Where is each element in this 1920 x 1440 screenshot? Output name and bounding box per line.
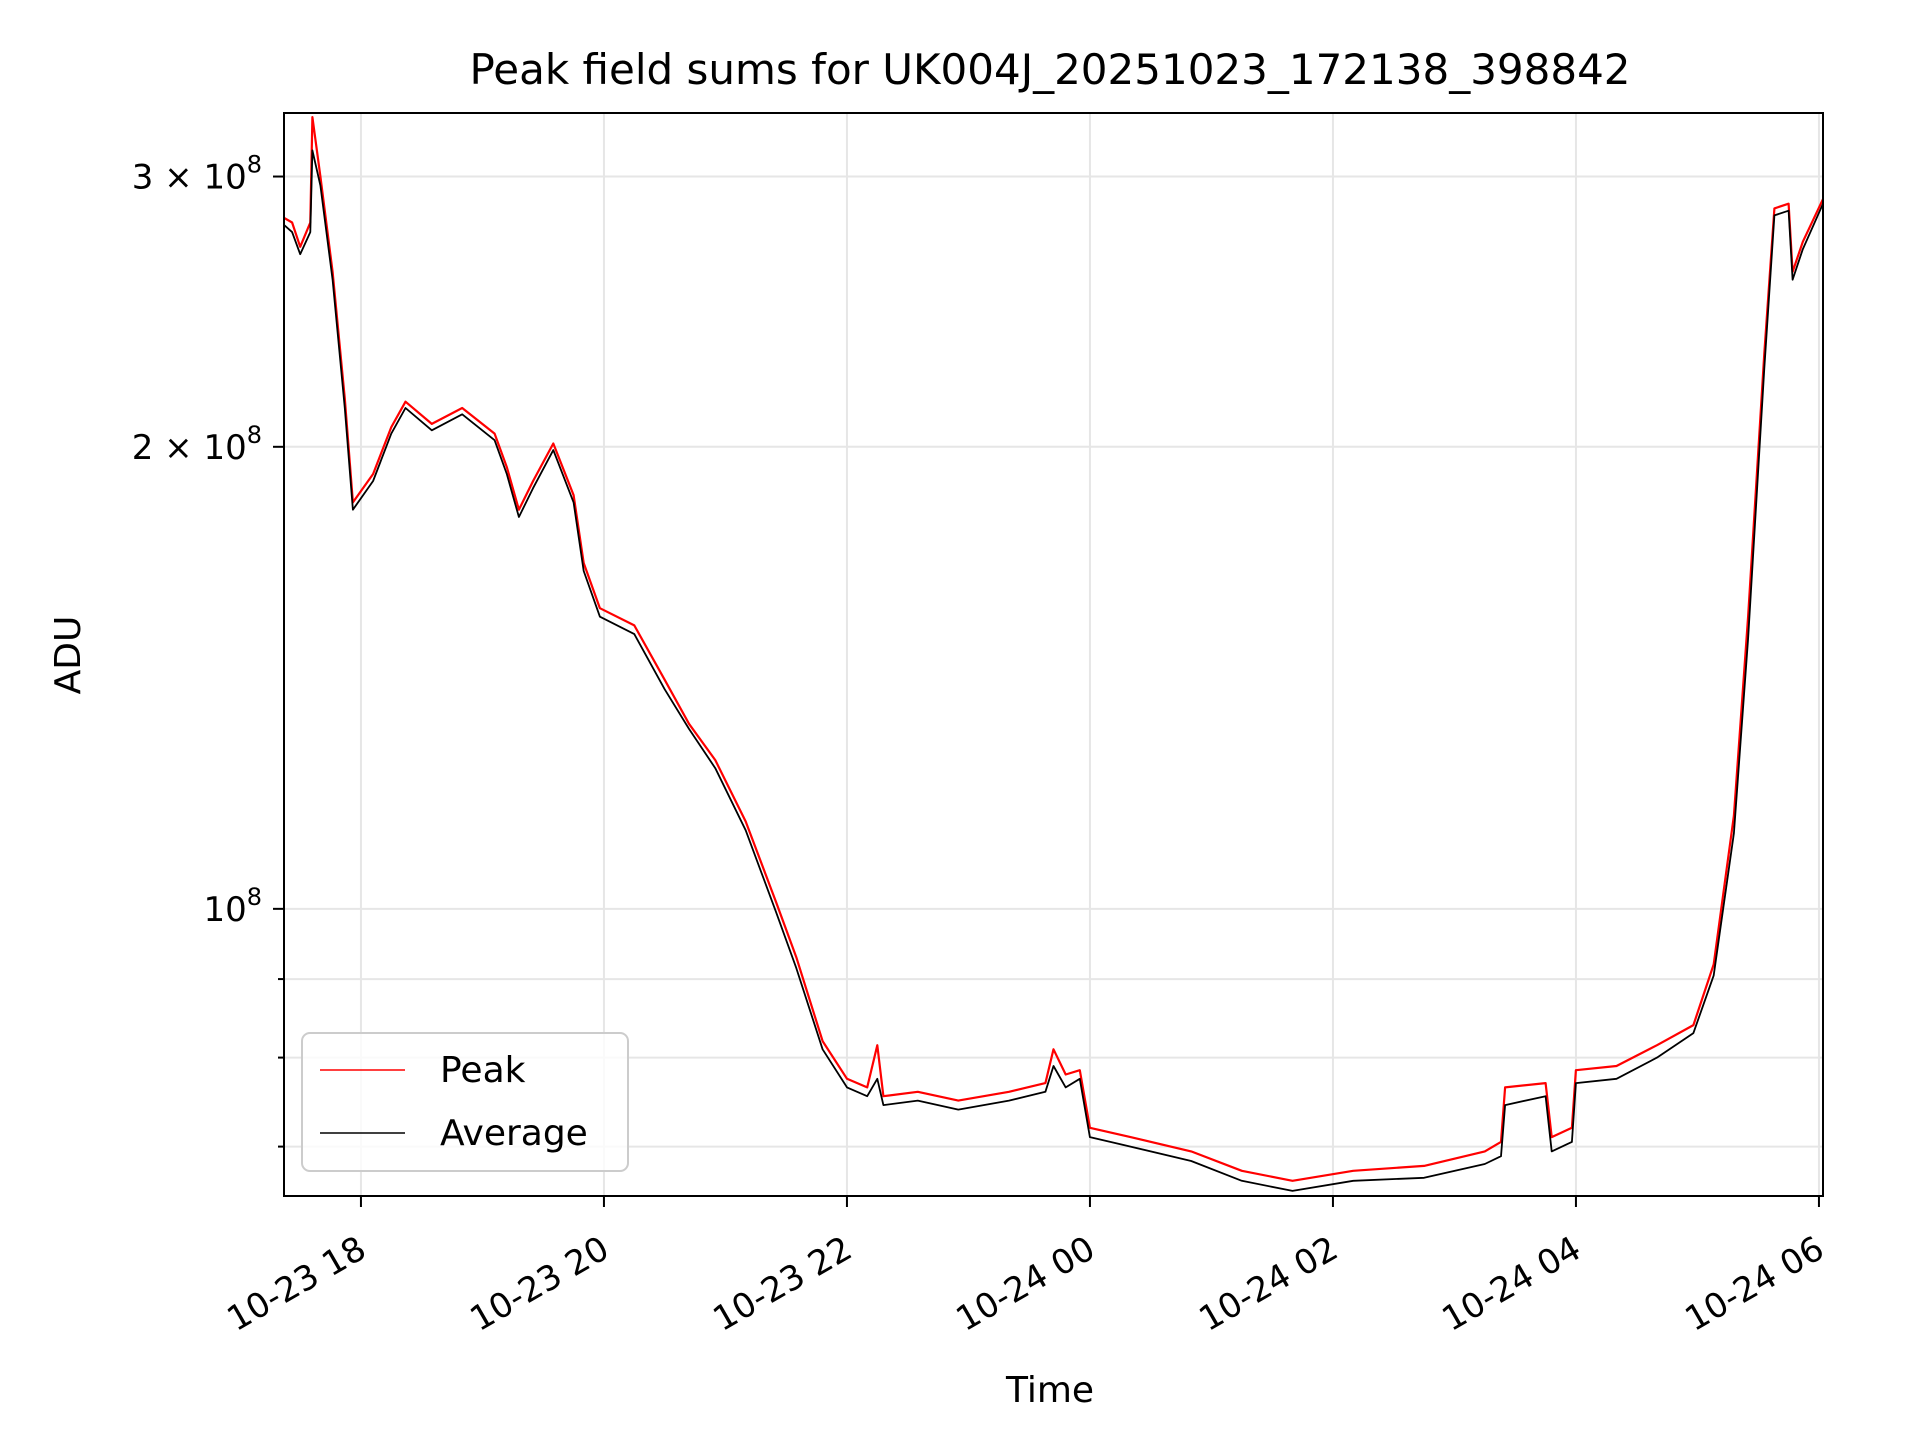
y-axis-label: ADU	[48, 616, 89, 695]
y-tick-label: 108	[203, 883, 262, 930]
series-line-peak	[284, 116, 1823, 1182]
chart-title: Peak field sums for UK004J_20251023_1721…	[469, 45, 1630, 94]
series-lines	[284, 116, 1823, 1192]
y-tick-label: 2 × 108	[132, 421, 262, 468]
legend-average-label: Average	[440, 1113, 588, 1154]
y-axis-ticks: 108 2 × 108 3 × 108	[132, 151, 284, 1148]
series-line-average	[284, 149, 1823, 1192]
x-axis-label: Time	[1005, 1370, 1094, 1411]
legend: Peak Average	[301, 1032, 629, 1172]
plot-frame	[283, 112, 1824, 1197]
y-tick-label: 3 × 108	[132, 151, 262, 198]
legend-peak-label: Peak	[440, 1050, 526, 1091]
legend-box	[301, 1032, 629, 1172]
